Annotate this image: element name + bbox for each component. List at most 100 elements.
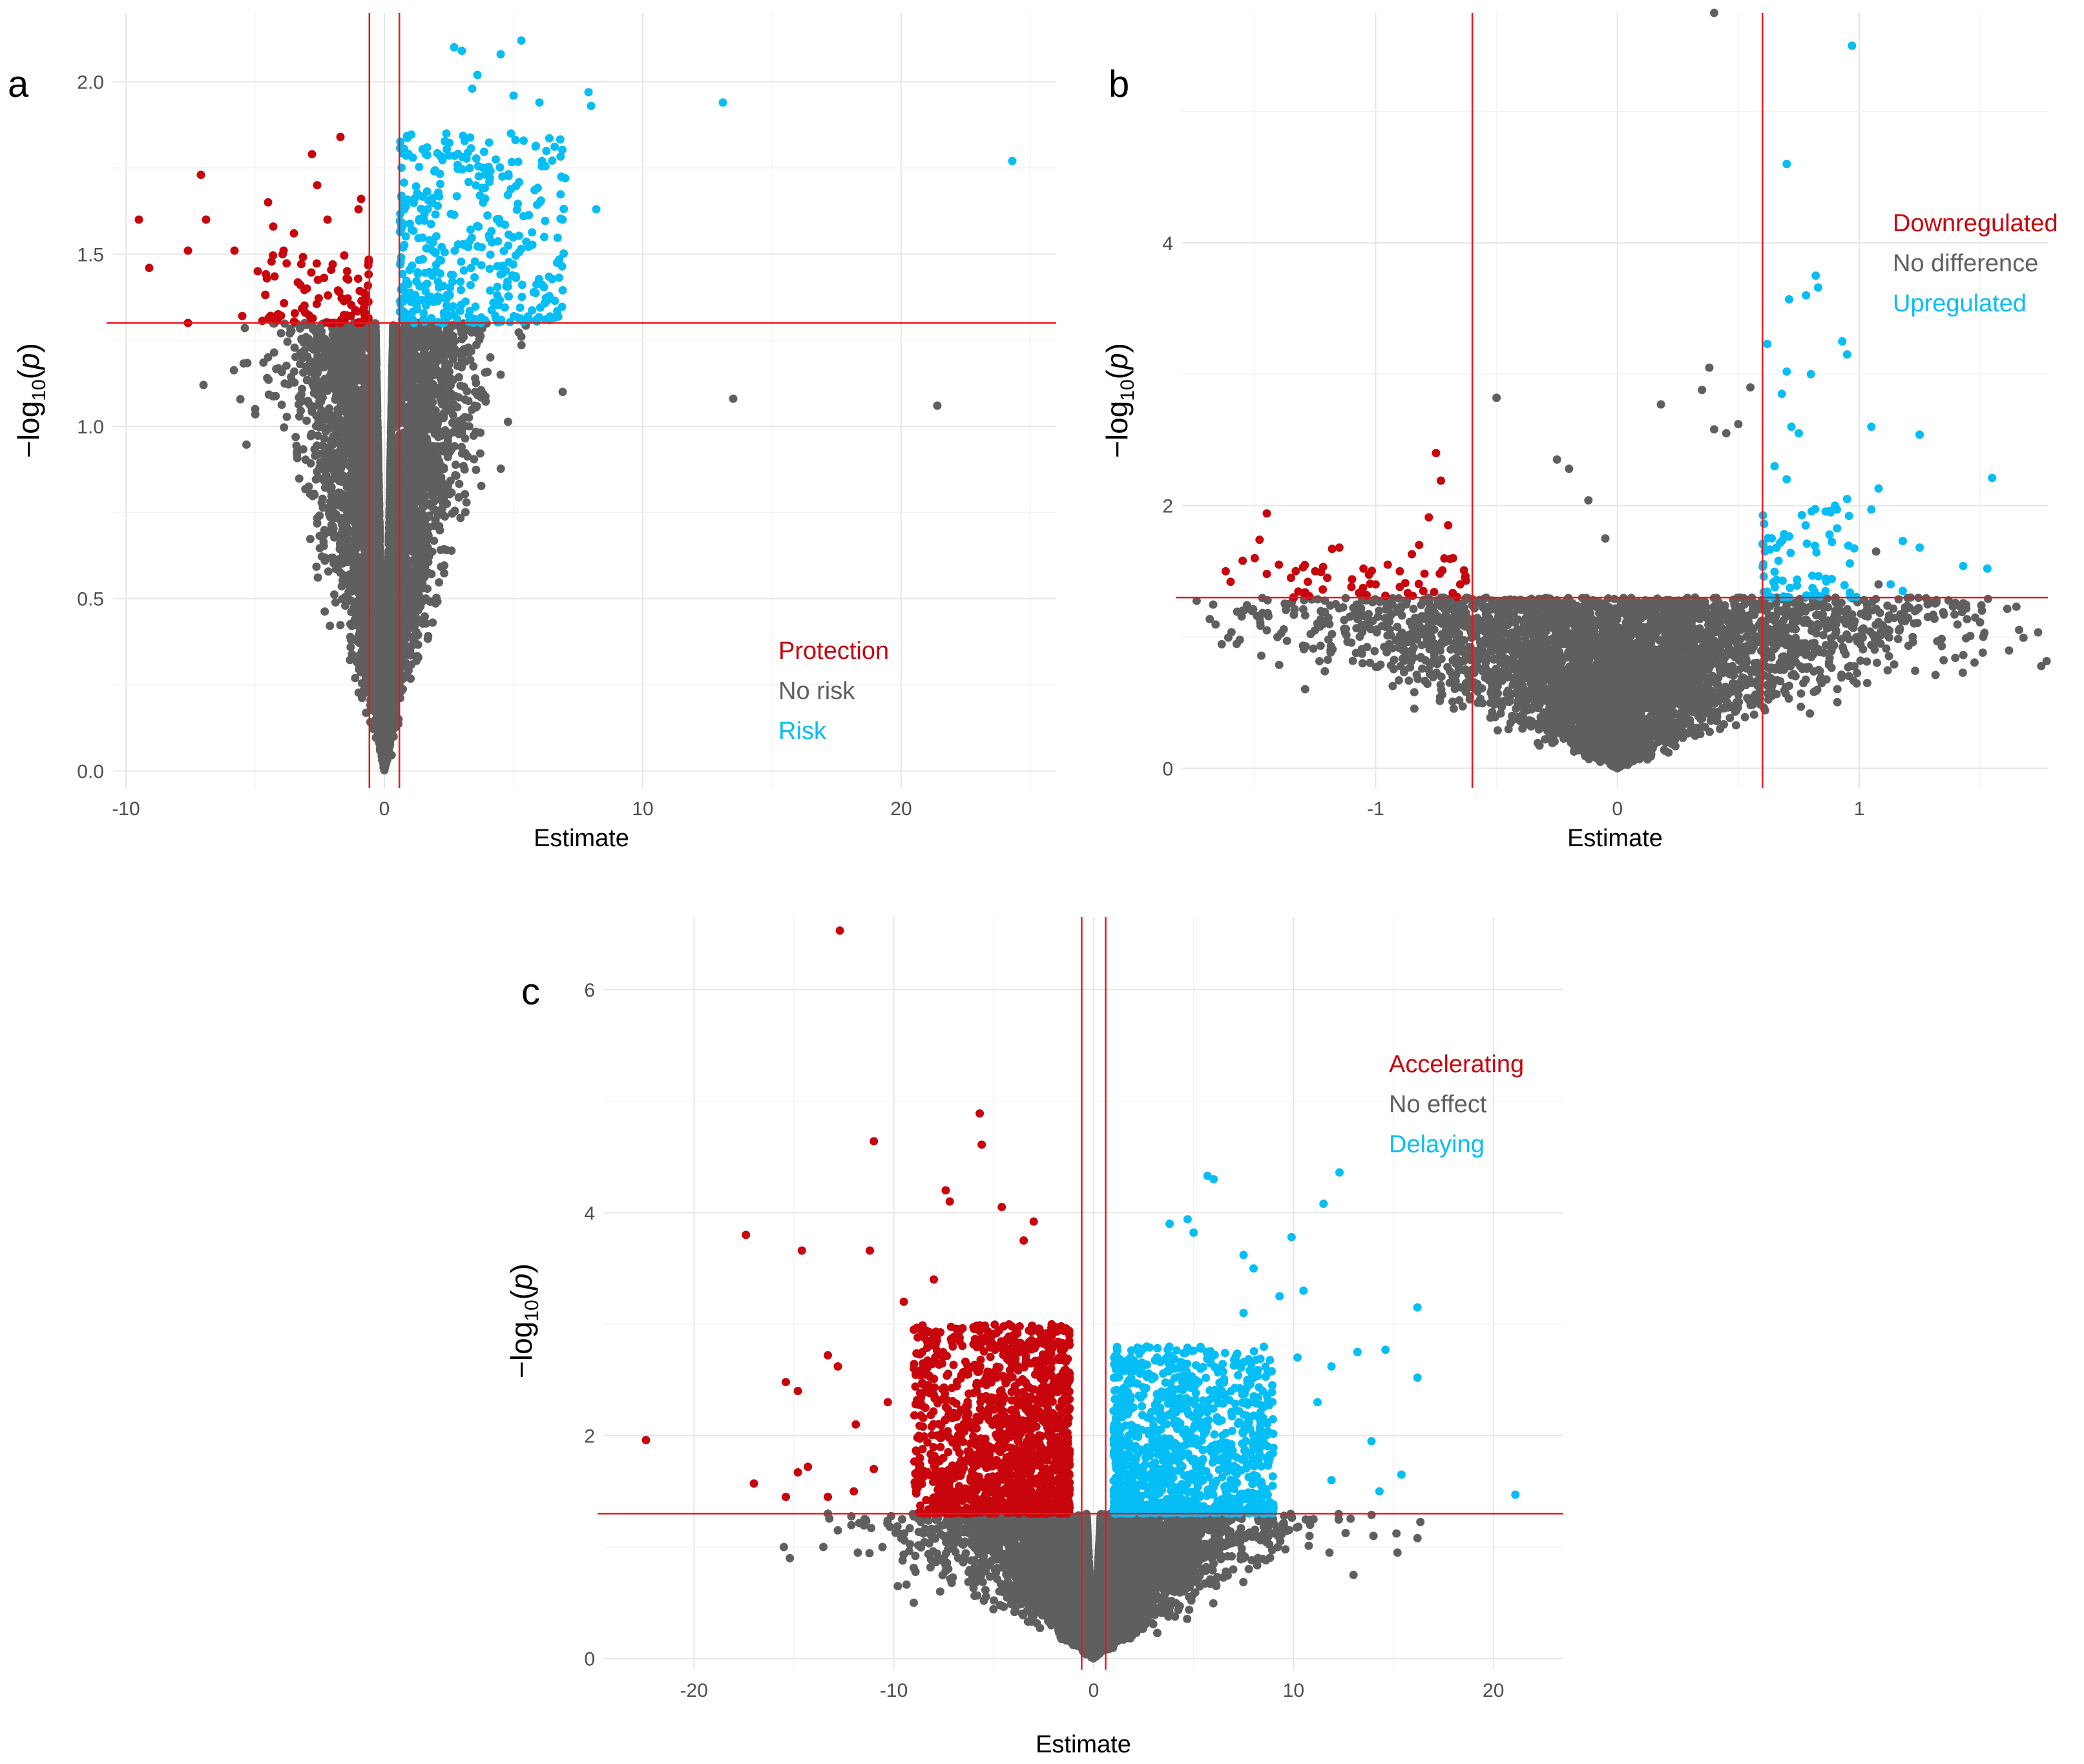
point-no-risk (324, 567, 333, 576)
point-no-risk (416, 602, 424, 610)
point-no-risk (477, 482, 486, 490)
y-tick-label: 0.0 (77, 761, 104, 782)
point-no-risk (461, 465, 469, 473)
point-no-risk (348, 650, 356, 658)
point-no-risk (346, 588, 355, 596)
point-no-risk (335, 492, 344, 501)
point-no-risk (463, 498, 471, 506)
point-no-risk (451, 506, 459, 515)
point-no-risk (476, 450, 485, 458)
point-no-risk (359, 377, 367, 385)
y-axis-label: −log10(p) (12, 343, 50, 458)
volcano-figure: a-10 0 10 200.00.51.01.52.0Estimate−log10(p… (0, 0, 2084, 1764)
point-no-risk (461, 434, 470, 442)
point-no-risk (272, 365, 280, 373)
point-no-risk (307, 459, 315, 468)
point-no-risk (421, 612, 429, 621)
point-no-risk (230, 366, 238, 375)
point-no-risk (280, 423, 288, 431)
point-no-risk (408, 598, 417, 607)
point-no-risk (440, 561, 448, 570)
x-axis-label: Estimate (534, 825, 629, 852)
point-no-risk (315, 329, 324, 337)
point-no-risk (443, 489, 451, 497)
point-no-risk (430, 468, 438, 476)
point-no-risk (313, 514, 322, 523)
point-no-risk (283, 413, 291, 421)
point-no-risk (347, 608, 355, 616)
point-no-risk (291, 344, 299, 352)
point-no-risk (455, 373, 463, 381)
point-no-risk (419, 495, 428, 504)
point-no-risk (435, 578, 443, 586)
point-no-risk (307, 432, 315, 441)
x-tick-label: -10 (112, 798, 140, 820)
point-no-risk (265, 390, 273, 399)
point-no-risk (320, 607, 329, 616)
point-no-risk (291, 353, 300, 361)
point-no-risk (428, 422, 436, 430)
point-no-risk (278, 400, 286, 409)
point-no-risk (295, 474, 304, 483)
point-no-risk (422, 619, 430, 628)
point-no-risk (435, 526, 444, 535)
point-no-risk (452, 461, 460, 469)
panel-a: a-10 0 10 200.00.51.01.52.0Estimate−log10(p… (8, 13, 1056, 852)
point-no-risk (325, 404, 333, 413)
x-tick-label: 20 (890, 798, 912, 820)
point-no-risk (471, 374, 479, 382)
point-no-risk (280, 379, 289, 388)
point-no-risk (326, 528, 334, 536)
point-no-risk (312, 411, 320, 420)
point-no-risk (346, 495, 355, 503)
point-no-risk (447, 546, 455, 555)
point-no-risk (474, 391, 482, 399)
y-tick-label: 2.0 (77, 72, 104, 94)
point-no-risk (455, 493, 463, 501)
point-no-risk (460, 382, 468, 391)
point-no-risk (497, 464, 505, 473)
point-no-risk (291, 433, 300, 441)
point-no-risk (452, 472, 461, 480)
point-no-risk (243, 359, 251, 368)
point-no-risk (293, 448, 301, 456)
point-no-risk (461, 349, 470, 357)
point-no-risk (318, 552, 326, 561)
gridlines (113, 13, 1056, 788)
point-no-risk (433, 597, 442, 606)
point-no-risk (461, 395, 469, 404)
point-no-risk (299, 354, 307, 362)
point-no-risk (504, 418, 512, 426)
point-no-risk (303, 376, 311, 384)
point-no-risk (329, 559, 338, 568)
point-no-risk (394, 720, 402, 728)
point-no-risk (476, 428, 485, 437)
point-no-risk (352, 338, 360, 347)
point-no-risk (471, 402, 479, 410)
point-no-risk (351, 580, 360, 588)
point-no-risk (424, 632, 432, 640)
point-no-risk (336, 621, 344, 629)
point-no-risk (242, 441, 251, 449)
y-tick-label: 1.0 (77, 417, 104, 438)
point-no-risk (326, 497, 335, 506)
point-no-risk (331, 411, 340, 419)
point-no-risk (290, 368, 298, 376)
point-no-risk (264, 375, 273, 384)
point-no-risk (359, 618, 367, 627)
point-no-risk (440, 410, 448, 419)
point-no-risk (414, 653, 422, 661)
point-no-risk (419, 542, 427, 550)
point-no-risk (306, 535, 315, 543)
point-no-risk (470, 455, 478, 464)
point-no-risk (330, 590, 339, 599)
point-no-risk (434, 337, 443, 345)
point-no-risk (440, 569, 448, 577)
x-tick-label: 0 (379, 798, 390, 820)
point-no-risk (423, 585, 432, 593)
point-no-risk (284, 338, 292, 346)
point-no-risk (301, 485, 309, 493)
point-no-risk (328, 475, 336, 484)
point-no-risk (346, 643, 355, 651)
point-no-risk (328, 521, 336, 529)
